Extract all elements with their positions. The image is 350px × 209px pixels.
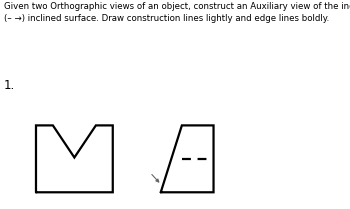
Text: 1.: 1. xyxy=(4,79,15,92)
Text: Given two Orthographic views of an object, construct an Auxiliary view of the in: Given two Orthographic views of an objec… xyxy=(4,2,350,23)
